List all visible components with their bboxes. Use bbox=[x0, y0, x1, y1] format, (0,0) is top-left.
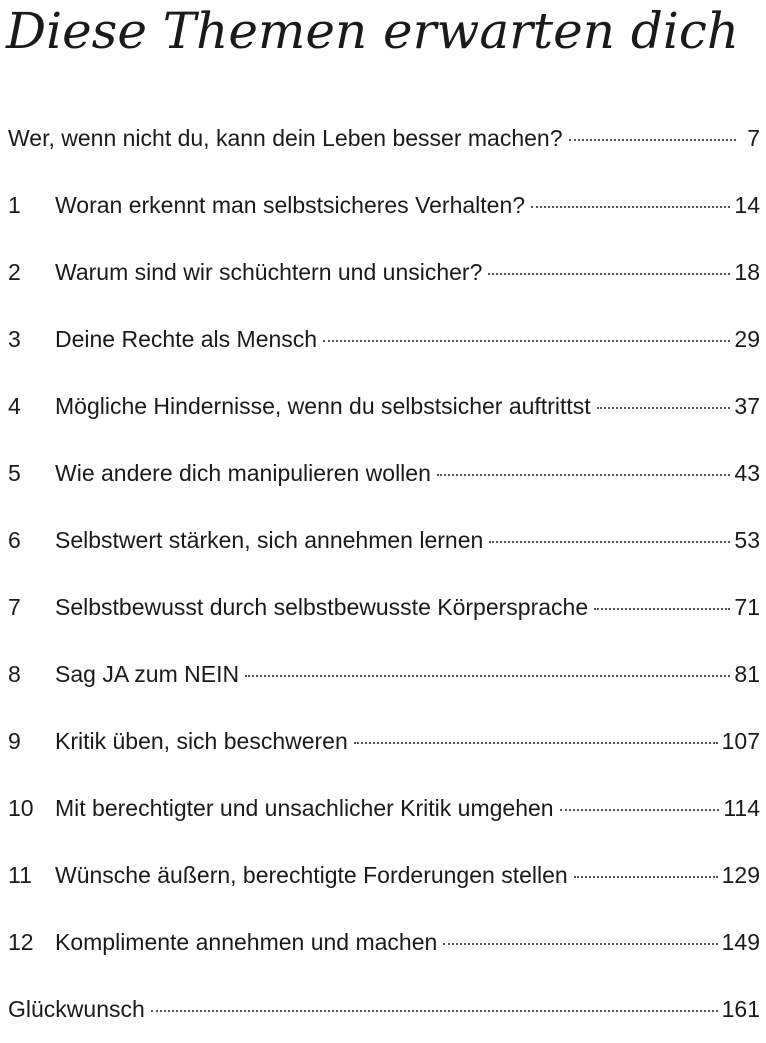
dot-leader bbox=[150, 1010, 718, 1017]
page-title: Diese Themen erwarten dich bbox=[6, 2, 740, 60]
chapter-number: 7 bbox=[8, 594, 21, 620]
toc-page-number: 149 bbox=[721, 929, 760, 955]
dot-leader bbox=[323, 340, 731, 347]
toc-page-number: 71 bbox=[734, 594, 760, 620]
toc-page-number: 7 bbox=[747, 125, 760, 151]
dot-leader bbox=[568, 139, 737, 146]
table-of-contents: Wer, wenn nicht du, kann dein Leben bess… bbox=[8, 105, 760, 1043]
toc-entry-chapter-8: 8 Sag JA zum NEIN 81 bbox=[8, 641, 760, 708]
toc-entry-chapter-7: 7 Selbstbewusst durch selbstbewusste Kör… bbox=[8, 574, 760, 641]
dot-leader bbox=[489, 541, 731, 548]
dot-leader bbox=[436, 474, 731, 481]
chapter-number: 6 bbox=[8, 527, 21, 553]
toc-entry-title: Wie andere dich manipulieren wollen bbox=[55, 460, 431, 486]
chapter-number: 8 bbox=[8, 661, 21, 687]
toc-entry-title: Selbstwert stärken, sich annehmen lernen bbox=[55, 527, 484, 553]
toc-page-number: 29 bbox=[734, 326, 760, 352]
toc-entry-title: Warum sind wir schüchtern und unsicher? bbox=[55, 259, 483, 285]
toc-entry-title: Sag JA zum NEIN bbox=[55, 661, 240, 687]
toc-entry-title: Glückwunsch bbox=[8, 996, 145, 1022]
chapter-number: 9 bbox=[8, 728, 21, 754]
toc-page-number: 107 bbox=[721, 728, 760, 754]
toc-entry-chapter-5: 5 Wie andere dich manipulieren wollen 43 bbox=[8, 440, 760, 507]
toc-page-number: 37 bbox=[734, 393, 760, 419]
toc-entry-intro: Wer, wenn nicht du, kann dein Leben bess… bbox=[8, 105, 760, 172]
toc-entry-title: Selbstbewusst durch selbstbewusste Körpe… bbox=[55, 594, 589, 620]
toc-entry-title: Mit berechtigter und unsachlicher Kritik… bbox=[55, 795, 554, 821]
dot-leader bbox=[245, 675, 731, 682]
chapter-number: 10 bbox=[8, 795, 34, 821]
toc-entry-chapter-12: 12 Komplimente annehmen und machen 149 bbox=[8, 909, 760, 976]
toc-entry-chapter-10: 10 Mit berechtigter und unsachlicher Kri… bbox=[8, 775, 760, 842]
toc-entry-chapter-4: 4 Mögliche Hindernisse, wenn du selbstsi… bbox=[8, 373, 760, 440]
toc-entry-chapter-2: 2 Warum sind wir schüchtern und unsicher… bbox=[8, 239, 760, 306]
chapter-number: 2 bbox=[8, 259, 21, 285]
toc-entry-title: Deine Rechte als Mensch bbox=[55, 326, 318, 352]
chapter-number: 5 bbox=[8, 460, 21, 486]
toc-page-number: 43 bbox=[734, 460, 760, 486]
dot-leader bbox=[559, 809, 720, 816]
toc-entry-title: Wer, wenn nicht du, kann dein Leben bess… bbox=[8, 125, 563, 151]
toc-entry-title: Wünsche äußern, berechtigte Forderungen … bbox=[55, 862, 568, 888]
dot-leader bbox=[353, 742, 718, 749]
toc-entry-chapter-3: 3 Deine Rechte als Mensch 29 bbox=[8, 306, 760, 373]
dot-leader bbox=[488, 273, 731, 280]
chapter-number: 3 bbox=[8, 326, 21, 352]
toc-entry-title: Komplimente annehmen und machen bbox=[55, 929, 438, 955]
toc-page-number: 81 bbox=[734, 661, 760, 687]
dot-leader bbox=[531, 206, 731, 213]
toc-entry-title: Mögliche Hindernisse, wenn du selbstsich… bbox=[55, 393, 591, 419]
dot-leader bbox=[596, 407, 731, 414]
chapter-number: 4 bbox=[8, 393, 21, 419]
toc-page-number: 14 bbox=[734, 192, 760, 218]
dot-leader bbox=[443, 943, 718, 950]
toc-page-number: 53 bbox=[734, 527, 760, 553]
toc-page-number: 18 bbox=[734, 259, 760, 285]
toc-entry-title: Woran erkennt man selbstsicheres Verhalt… bbox=[55, 192, 526, 218]
toc-entry-chapter-6: 6 Selbstwert stärken, sich annehmen lern… bbox=[8, 507, 760, 574]
toc-page-number: 114 bbox=[723, 795, 760, 821]
chapter-number: 12 bbox=[8, 929, 34, 955]
dot-leader bbox=[573, 876, 718, 883]
chapter-number: 1 bbox=[8, 192, 21, 218]
dot-leader bbox=[594, 608, 731, 615]
toc-page-number: 161 bbox=[721, 996, 760, 1022]
toc-entry-title: Kritik üben, sich beschweren bbox=[55, 728, 348, 754]
toc-entry-chapter-11: 11 Wünsche äußern, berechtigte Forderung… bbox=[8, 842, 760, 909]
toc-entry-closing: Glückwunsch 161 bbox=[8, 976, 760, 1043]
chapter-number: 11 bbox=[8, 862, 32, 888]
toc-entry-chapter-1: 1 Woran erkennt man selbstsicheres Verha… bbox=[8, 172, 760, 239]
toc-page-number: 129 bbox=[721, 862, 760, 888]
toc-entry-chapter-9: 9 Kritik üben, sich beschweren 107 bbox=[8, 708, 760, 775]
